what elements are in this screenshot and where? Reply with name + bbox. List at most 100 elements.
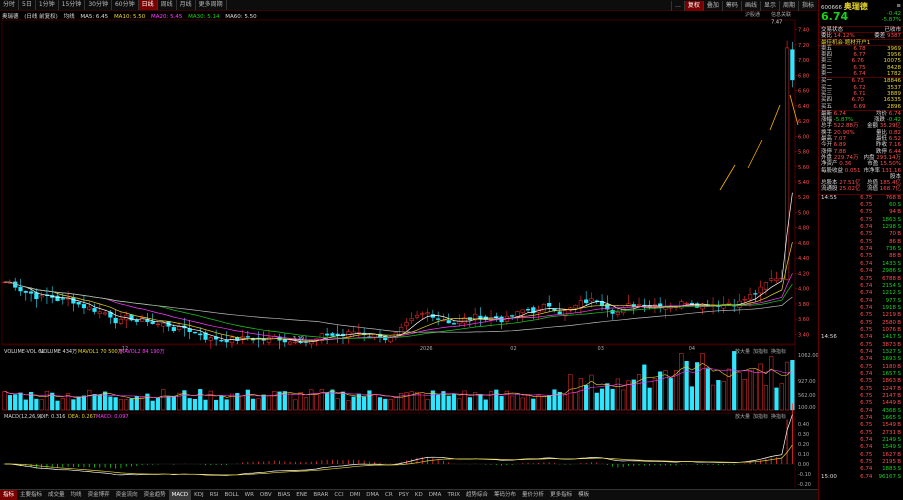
tick-volume: 1863 [882, 216, 897, 223]
tick-time [821, 342, 843, 349]
tab-period-3[interactable]: 15分钟 [59, 0, 86, 10]
stat-right: 流值 168.7亿 [867, 186, 901, 192]
stat-left: 最新 6.74 [821, 111, 846, 117]
indicator-tab-1[interactable]: 主要指标 [20, 492, 43, 498]
indicator-tab-28[interactable]: 模板 [578, 492, 590, 498]
indicator-tab-8[interactable]: KDJ [194, 492, 204, 498]
volume-bar [187, 398, 192, 411]
date-tick-label: 2026 [420, 346, 433, 352]
main-right-label: 沪股通 [745, 11, 760, 18]
indicator-tab-6[interactable]: 资金趋势 [143, 492, 166, 498]
indicator-tab-10[interactable]: BOLL [224, 492, 239, 498]
indicator-tab-7[interactable]: MACD [168, 490, 192, 500]
indicator-tab-20[interactable]: PSY [398, 492, 409, 498]
indicator-tab-11[interactable]: WR [244, 492, 254, 498]
tab-period-5[interactable]: 60分钟 [112, 0, 139, 10]
volume-bar [108, 396, 113, 411]
menu-icon[interactable]: ≡ [896, 3, 901, 9]
toolbar-btn-6[interactable]: 指标 [797, 0, 817, 11]
indicator-tab-16[interactable]: CCI [334, 492, 344, 498]
volume-bar [562, 394, 568, 411]
volume-bar [568, 374, 573, 411]
stat-value: 6.52 [888, 136, 901, 143]
toolbar-btn-4[interactable]: 显示 [759, 0, 779, 11]
tick-row: 15:00 6.74 96167 S [819, 474, 903, 481]
tab-period-6[interactable]: 日线 [138, 0, 158, 10]
volume-bar [673, 370, 679, 411]
indicator-tab-15[interactable]: BRAR [313, 492, 329, 498]
stat-row: 总股本 27.51亿 总值 185.4亿 [819, 180, 903, 186]
tab-period-8[interactable]: 月线 [177, 0, 196, 10]
toolbar-btn-5[interactable]: 周期 [778, 0, 798, 11]
toolbar-btn-0[interactable]: ... [671, 0, 684, 11]
indicator-tab-9[interactable]: RSI [209, 492, 219, 498]
candle-body [335, 333, 340, 336]
indicator-tab-14[interactable]: ENE [296, 492, 308, 498]
tick-price: 6.74 [860, 356, 873, 363]
indicator-tab-4[interactable]: 资金博弈 [87, 492, 110, 498]
indicator-tab-24[interactable]: 趋势综合 [466, 492, 489, 498]
stat-value: 7.07 [833, 136, 846, 143]
candle-body [351, 331, 356, 334]
stat-value: 229.74万 [833, 154, 859, 161]
indicator-tab-25[interactable]: 筹码分布 [494, 492, 517, 498]
candle-body [177, 326, 182, 330]
tick-row: 6.75 86 B [819, 239, 903, 246]
indicator-tab-3[interactable]: 均线 [70, 492, 82, 498]
tab-period-0[interactable]: 分时 [0, 0, 20, 10]
volume-bar [573, 392, 578, 411]
tick-time [821, 393, 843, 400]
tick-price: 6.74 [860, 473, 873, 480]
tab-period-2[interactable]: 1分钟 [36, 0, 59, 10]
indicator-tab-27[interactable]: 更多指标 [550, 492, 573, 498]
vol-header-item: VOLUME 434万 [40, 349, 77, 355]
tab-period-1[interactable]: 5日 [19, 0, 36, 10]
volume-bar [282, 391, 287, 411]
tick-row: 6.75 2580 B [819, 320, 903, 327]
indicator-tab-19[interactable]: CR [385, 492, 393, 498]
indicator-tab-13[interactable]: BIAS [277, 492, 291, 498]
kline-chart[interactable]: 7.40 7.20 7.00 6.80 6.60 6.40 6.20 6.00 5.80 5.60… [0, 0, 818, 489]
volume-bar [335, 398, 340, 411]
book-price: 6.74 [853, 71, 866, 78]
candle-body [615, 312, 620, 315]
volume-bar [647, 387, 652, 411]
tick-volume: 1433 [882, 260, 897, 267]
tick-time [821, 298, 843, 305]
volume-bar [430, 390, 435, 411]
indicator-tab-21[interactable]: KD [414, 492, 423, 498]
candle-body [520, 309, 525, 313]
toolbar-btn-3[interactable]: 画线 [740, 0, 760, 11]
candle-body [18, 286, 23, 292]
volume-bar [399, 393, 404, 411]
toolbar-btn-1[interactable]: 叠加 [702, 0, 722, 11]
volume-bar [240, 395, 245, 411]
book-volume: 3537 [886, 84, 901, 91]
tab-period-4[interactable]: 30分钟 [85, 0, 112, 10]
indicator-tab-2[interactable]: 成交量 [48, 492, 65, 498]
indicator-tab-0[interactable]: 指标 [0, 490, 18, 500]
promo-tag[interactable]: 最佳机会·题材开户1 [821, 39, 871, 46]
tick-volume: 2149 [882, 437, 897, 444]
stat-left: 每股收益 0.051 [821, 168, 861, 174]
indicator-tab-23[interactable]: TRIX [447, 492, 461, 498]
indicator-tab-12[interactable]: OBV [259, 492, 272, 498]
stat-row: 最新 6.74 均价 6.74 [819, 111, 903, 117]
indicator-tab-17[interactable]: DMI [349, 492, 361, 498]
tab-period-7[interactable]: 周线 [158, 0, 177, 10]
tick-row: 6.74 1212 S [819, 290, 903, 297]
volume-bar [166, 396, 171, 411]
candle-body [229, 337, 235, 344]
price-tick-label: 4.00 [798, 287, 809, 293]
tick-time [821, 459, 843, 466]
indicator-tab-18[interactable]: DMA [366, 492, 379, 498]
indicator-tab-22[interactable]: DMA [428, 492, 442, 498]
indicator-tab-26[interactable]: 量价分析 [522, 492, 545, 498]
tab-period-9[interactable]: 更多周期 [196, 0, 227, 10]
candle-body [721, 304, 726, 309]
toolbar-btn-2[interactable]: 筹码 [721, 0, 741, 11]
fuquan-button[interactable]: 复权 [683, 0, 703, 11]
indicator-tab-5[interactable]: 资金流向 [115, 492, 138, 498]
macd-header-item: MACD: 0.097 [96, 414, 129, 420]
candle-body [763, 282, 769, 290]
